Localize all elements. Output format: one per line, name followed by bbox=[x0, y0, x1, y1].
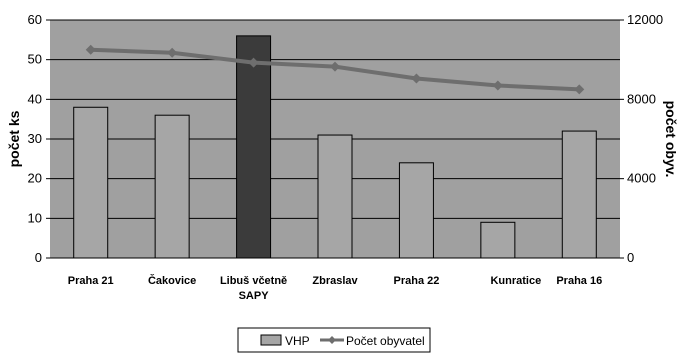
y2-tick-label: 12000 bbox=[627, 12, 663, 27]
line-point-3 bbox=[248, 57, 259, 68]
line-point-2 bbox=[167, 47, 178, 58]
y-axis-ticks: 0 10 20 30 40 50 60 bbox=[28, 12, 50, 265]
y-tick-label: 60 bbox=[28, 12, 42, 27]
bar-1 bbox=[73, 106, 109, 259]
legend-marker-obyvatel bbox=[328, 336, 336, 344]
x-axis-labels: Praha 21 Čakovice Libuš včetně SAPY Zbraslav… bbox=[68, 274, 602, 302]
y2-axis-title: počet obyv. bbox=[663, 101, 679, 178]
y-tick-label: 30 bbox=[28, 131, 42, 146]
bar-2 bbox=[154, 114, 190, 259]
x-tick-label: Kunratice bbox=[490, 275, 541, 287]
bar-5 bbox=[398, 162, 434, 259]
y2-tick-label: 4000 bbox=[627, 171, 656, 186]
line-point-5 bbox=[411, 73, 422, 84]
bar-4 bbox=[317, 134, 353, 259]
x-tick-label: SAPY bbox=[239, 290, 270, 302]
x-tick-label: Čakovice bbox=[148, 274, 196, 287]
y2-tick-label: 0 bbox=[627, 250, 634, 265]
bar-7 bbox=[561, 130, 597, 259]
legend-swatch-vhp bbox=[260, 334, 282, 346]
y2-axis-ticks: 0 4000 8000 12000 bbox=[620, 12, 663, 265]
line-series bbox=[85, 44, 585, 95]
y-tick-label: 50 bbox=[28, 52, 42, 67]
bar-6 bbox=[480, 221, 516, 259]
y-tick-label: 10 bbox=[28, 210, 42, 225]
y-tick-label: 40 bbox=[28, 91, 42, 106]
line-point-4 bbox=[330, 61, 340, 72]
line-point-7 bbox=[574, 84, 585, 95]
bar-series bbox=[73, 35, 597, 259]
bar-3 bbox=[236, 35, 272, 259]
x-tick-label: Libuš včetně bbox=[220, 275, 287, 287]
line-point-1 bbox=[85, 44, 96, 55]
x-tick-label: Praha 21 bbox=[68, 275, 114, 287]
y2-tick-label: 8000 bbox=[627, 91, 656, 106]
y-axis-title: počet ks bbox=[6, 110, 22, 167]
x-tick-label: Praha 22 bbox=[393, 275, 439, 287]
x-tick-label: Praha 16 bbox=[556, 275, 602, 287]
legend-label-obyvatel: Počet obyvatel bbox=[346, 334, 425, 348]
legend: VHP Počet obyvatel bbox=[237, 327, 431, 353]
y-tick-label: 0 bbox=[35, 250, 42, 265]
line-point-6 bbox=[492, 80, 503, 91]
x-tick-label: Zbraslav bbox=[312, 275, 358, 287]
legend-label-vhp: VHP bbox=[285, 334, 310, 348]
y-tick-label: 20 bbox=[28, 171, 42, 186]
